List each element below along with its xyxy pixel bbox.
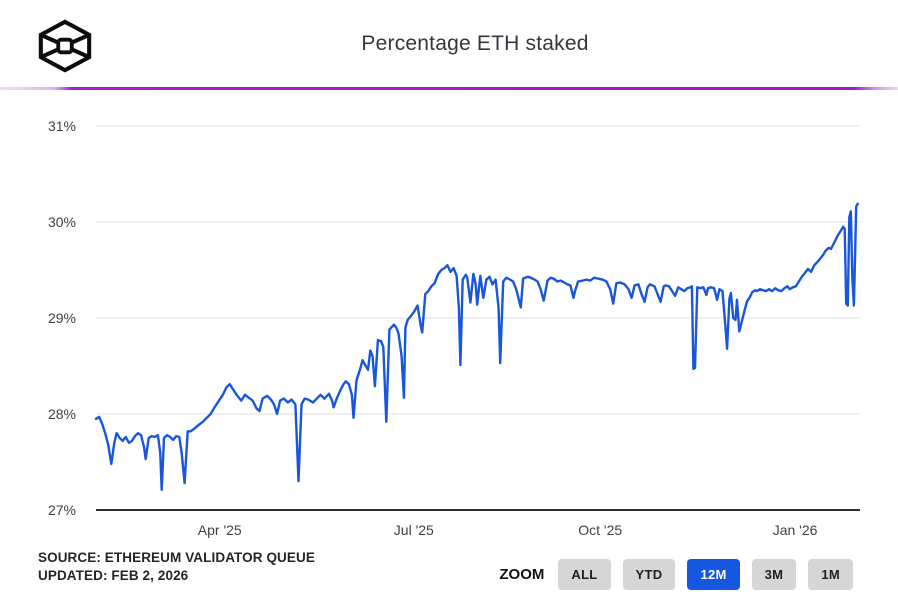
page-title: Percentage ETH staked	[361, 32, 589, 55]
header: Percentage ETH staked	[0, 0, 898, 87]
zoom-button-12m[interactable]: 12M	[687, 559, 740, 590]
x-axis-tick-label: Oct '25	[578, 522, 623, 538]
updated-line: UPDATED: FEB 2, 2026	[38, 568, 189, 583]
x-axis-tick-label: Jul '25	[393, 522, 434, 538]
zoom-button-ytd[interactable]: YTD	[622, 559, 676, 590]
header-divider-line	[0, 87, 898, 90]
y-axis-tick-label: 30%	[47, 214, 76, 230]
y-axis-tick-label: 28%	[47, 406, 76, 422]
zoom-button-group: ALL YTD 12M 3M 1M	[558, 559, 853, 590]
block-cube-logo[interactable]	[36, 18, 94, 74]
x-axis-tick-label: Apr '25	[197, 522, 242, 538]
zoom-button-3m[interactable]: 3M	[751, 559, 797, 590]
eth-staked-series-line	[94, 202, 859, 491]
zoom-controls: ZOOM ALL YTD 12M 3M 1M	[499, 559, 853, 590]
zoom-label: ZOOM	[499, 566, 545, 583]
y-axis-tick-label: 27%	[47, 502, 76, 518]
source-attribution: SOURCE: ETHEREUM VALIDATOR QUEUE UPDATED…	[38, 549, 315, 585]
y-axis-tick-label: 31%	[47, 118, 76, 134]
zoom-button-1m[interactable]: 1M	[808, 559, 853, 590]
zoom-button-all[interactable]: ALL	[558, 559, 611, 590]
x-axis-tick-label: Jan '26	[772, 522, 818, 538]
y-axis-tick-label: 29%	[47, 310, 76, 326]
source-line: SOURCE: ETHEREUM VALIDATOR QUEUE	[38, 550, 315, 565]
